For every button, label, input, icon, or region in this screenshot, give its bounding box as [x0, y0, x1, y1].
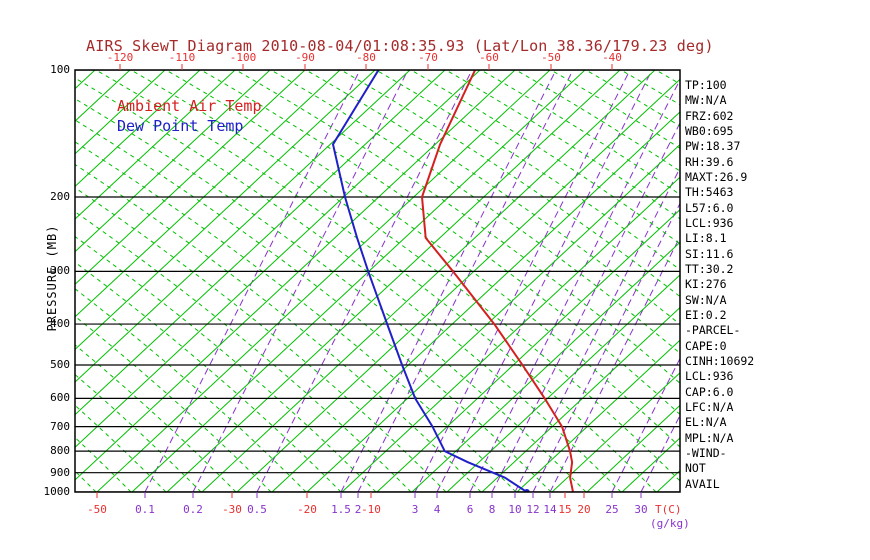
stat-line: MAXT:26.9 — [685, 169, 748, 184]
bottom-temp-label: -10 — [361, 503, 381, 516]
pressure-tick-label: 600 — [50, 391, 70, 405]
bottom-mixing-label: 3 — [411, 503, 419, 516]
stat-line: EL:N/A — [685, 415, 727, 430]
stat-line: AVAIL — [685, 476, 720, 491]
stat-line: CAPE:0 — [685, 338, 727, 353]
stat-line: -PARCEL- — [685, 323, 741, 338]
top-axis-label: -80 — [356, 51, 376, 64]
bottom-mixing-label: 25 — [605, 503, 619, 516]
stat-line: WB0:695 — [685, 123, 734, 138]
stat-line: TH:5463 — [685, 185, 734, 200]
bottom-mixing-label: 0.1 — [135, 503, 155, 516]
stat-line: TT:30.2 — [685, 261, 734, 276]
top-axis-label: -90 — [295, 51, 315, 64]
top-axis-label: -120 — [106, 51, 134, 64]
pressure-tick-label: 1000 — [43, 485, 71, 498]
bottom-axis-ticks — [96, 492, 642, 498]
bottom-mixing-label: 2 — [354, 503, 362, 516]
stat-line: L57:6.0 — [685, 200, 734, 215]
top-axis-ticks — [119, 64, 613, 70]
stat-line: CINH:10692 — [685, 353, 755, 368]
bottom-temp-label: -50 — [87, 503, 107, 516]
bottom-mixing-label: 14 — [543, 503, 557, 516]
top-axis-label: -50 — [541, 51, 561, 64]
plot-border — [74, 69, 681, 493]
top-axis-label: -60 — [479, 51, 499, 64]
temp-unit-label: T(C) — [655, 503, 682, 516]
stat-line: MPL:N/A — [685, 430, 734, 445]
legend-ambient-air-temp: Ambient Air Temp — [117, 97, 262, 115]
top-axis-label: -70 — [418, 51, 438, 64]
dry-adiabat-lines — [75, 70, 680, 492]
isotherm-lines — [75, 70, 680, 492]
ambient-temp-line — [421, 70, 574, 492]
stat-line: CAP:6.0 — [685, 384, 734, 399]
pressure-tick-label: 200 — [50, 190, 70, 204]
chart-title: AIRS SkewT Diagram 2010-08-04/01:08:35.9… — [86, 37, 714, 55]
bottom-mixing-label: 1.5 — [331, 503, 351, 516]
pressure-tick-label: 700 — [50, 419, 70, 433]
stat-line: LCL:936 — [685, 369, 734, 384]
stat-line: LCL:936 — [685, 215, 734, 230]
pressure-tick-label: 800 — [50, 444, 70, 458]
mixing-ratio-lines — [144, 70, 680, 492]
stat-line: NOT — [685, 461, 706, 476]
stat-line: LI:8.1 — [685, 231, 727, 246]
bottom-temp-label: 20 — [577, 503, 591, 516]
pressure-tick-label: 300 — [50, 264, 70, 278]
pressure-tick-label: 400 — [50, 317, 70, 331]
bottom-mixing-label: 4 — [433, 503, 441, 516]
stat-line: TP:100 — [685, 78, 727, 92]
isobar-lines — [75, 70, 680, 492]
top-axis-label: -100 — [229, 51, 257, 64]
stat-line: MW:N/A — [685, 93, 727, 108]
pressure-tick-label: 900 — [50, 465, 70, 479]
stat-line: FRZ:602 — [685, 108, 734, 123]
bottom-mixing-label: 30 — [634, 503, 648, 516]
bottom-mixing-label: 10 — [508, 503, 522, 516]
stat-line: PW:18.37 — [685, 139, 741, 154]
mixing-unit-label: (g/kg) — [650, 517, 690, 530]
bottom-mixing-label: 0.5 — [247, 503, 267, 516]
stat-line: LFC:N/A — [685, 399, 734, 414]
stat-line: KI:276 — [685, 277, 727, 292]
dew-point-line — [332, 70, 528, 492]
bottom-mixing-label: 0.2 — [183, 503, 203, 516]
stat-line: EI:0.2 — [685, 307, 727, 322]
stat-line: RH:39.6 — [685, 154, 734, 169]
legend-dew-point-temp: Dew Point Temp — [117, 117, 244, 135]
bottom-temp-label: -30 — [222, 503, 242, 516]
stat-line: SW:N/A — [685, 292, 727, 307]
stats-panel: TP:100 MW:N/A FRZ:602 WB0:695 PW:18.37 RH:39.… — [685, 78, 754, 492]
top-axis-label: -40 — [602, 51, 622, 64]
bottom-temp-label: -20 — [297, 503, 317, 516]
stat-line: SI:11.6 — [685, 246, 734, 261]
stat-line: -WIND- — [685, 445, 727, 460]
bottom-mixing-label: 8 — [488, 503, 496, 516]
bottom-mixing-label: 12 — [526, 503, 540, 516]
top-axis-label: -110 — [168, 51, 196, 64]
bottom-mixing-label: 6 — [466, 503, 474, 516]
pressure-axis-title: PRESSURE (MB) — [45, 224, 59, 332]
pressure-tick-label: 100 — [50, 63, 70, 76]
pressure-tick-label: 500 — [50, 357, 70, 371]
bottom-temp-label: 15 — [558, 503, 572, 516]
